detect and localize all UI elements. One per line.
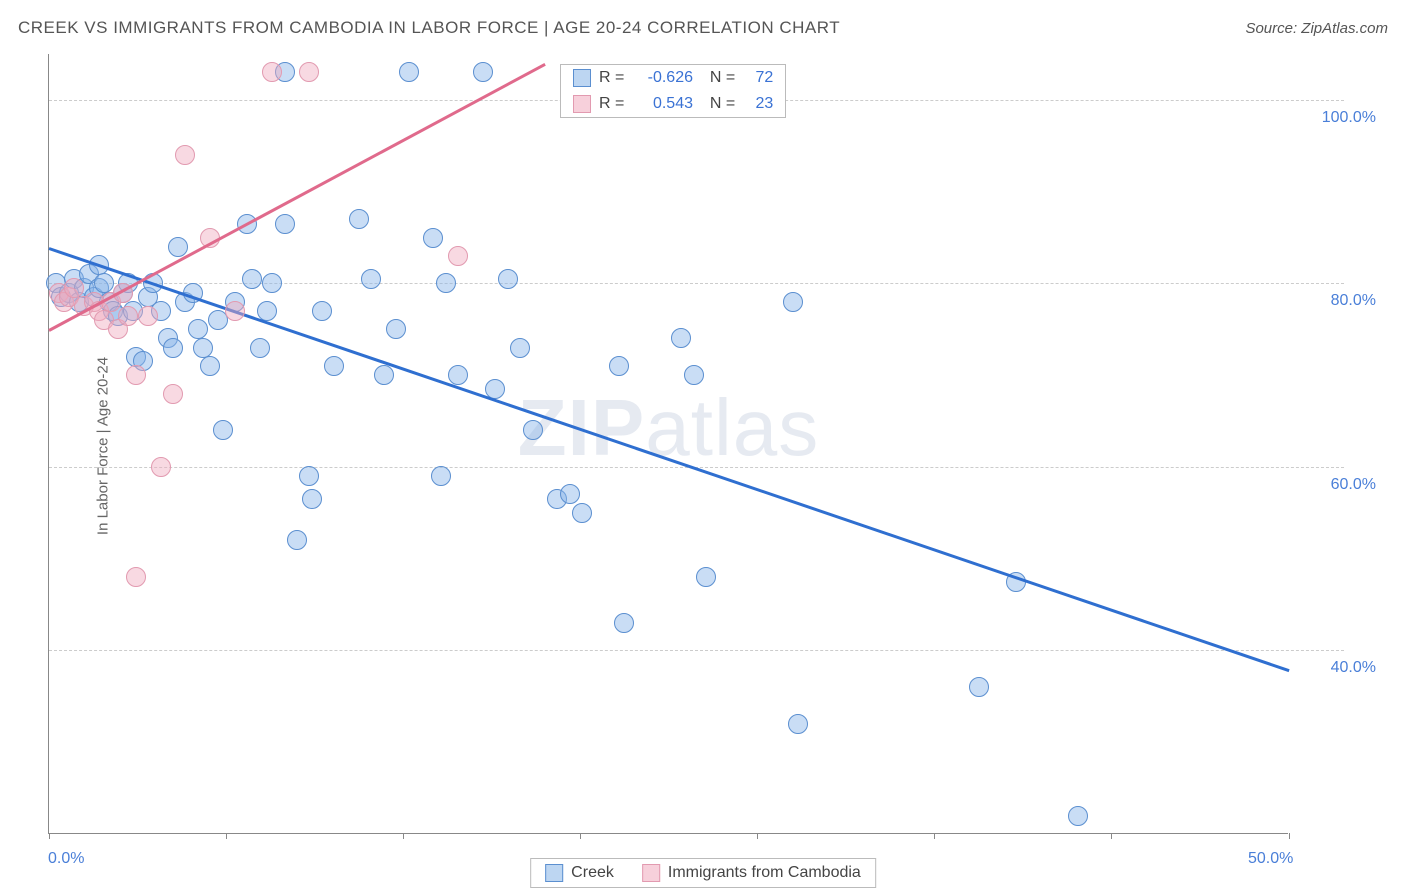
legend-item-cambodia: Immigrants from Cambodia	[642, 864, 861, 882]
data-point	[510, 338, 530, 358]
data-point	[188, 319, 208, 339]
data-point	[275, 214, 295, 234]
data-point	[431, 466, 451, 486]
stats-swatch	[573, 95, 591, 113]
stats-r-label: R =	[599, 69, 627, 87]
data-point	[64, 278, 84, 298]
data-point	[118, 306, 138, 326]
data-point	[684, 365, 704, 385]
data-point	[349, 209, 369, 229]
data-point	[287, 530, 307, 550]
x-tick	[580, 833, 581, 839]
data-point	[312, 301, 332, 321]
stats-r-value: 0.543	[635, 95, 693, 113]
data-point	[163, 338, 183, 358]
data-point	[262, 273, 282, 293]
stats-box: R = -0.626 N = 72 R = 0.543 N = 23	[560, 64, 786, 118]
x-tick	[49, 833, 50, 839]
data-point	[175, 145, 195, 165]
x-tick	[934, 833, 935, 839]
data-point	[126, 365, 146, 385]
data-point	[386, 319, 406, 339]
data-point	[399, 62, 419, 82]
y-tick-label: 100.0%	[1322, 109, 1376, 127]
gridline	[49, 650, 1344, 651]
data-point	[498, 269, 518, 289]
x-tick	[757, 833, 758, 839]
stats-r-label: R =	[599, 95, 627, 113]
data-point	[448, 365, 468, 385]
x-tick	[403, 833, 404, 839]
data-point	[163, 384, 183, 404]
stats-swatch	[573, 69, 591, 87]
data-point	[788, 714, 808, 734]
data-point	[299, 62, 319, 82]
legend-label: Immigrants from Cambodia	[668, 864, 861, 882]
legend-swatch-blue	[545, 864, 563, 882]
scatter-chart: ZIPatlas	[48, 54, 1288, 834]
data-point	[423, 228, 443, 248]
data-point	[299, 466, 319, 486]
data-point	[225, 301, 245, 321]
data-point	[436, 273, 456, 293]
data-point	[374, 365, 394, 385]
legend: Creek Immigrants from Cambodia	[530, 858, 876, 888]
data-point	[213, 420, 233, 440]
data-point	[361, 269, 381, 289]
data-point	[324, 356, 344, 376]
data-point	[151, 457, 171, 477]
data-point	[671, 328, 691, 348]
data-point	[126, 567, 146, 587]
chart-header: CREEK VS IMMIGRANTS FROM CAMBODIA IN LAB…	[18, 18, 1388, 38]
stats-n-value: 23	[743, 95, 773, 113]
x-tick-label: 0.0%	[48, 850, 84, 868]
data-point	[250, 338, 270, 358]
data-point	[448, 246, 468, 266]
data-point	[560, 484, 580, 504]
data-point	[1068, 806, 1088, 826]
x-tick	[226, 833, 227, 839]
data-point	[168, 237, 188, 257]
stats-row: R = 0.543 N = 23	[561, 91, 785, 117]
data-point	[783, 292, 803, 312]
x-tick	[1111, 833, 1112, 839]
data-point	[302, 489, 322, 509]
legend-swatch-pink	[642, 864, 660, 882]
legend-label: Creek	[571, 864, 614, 882]
data-point	[200, 356, 220, 376]
data-point	[473, 62, 493, 82]
x-tick-label: 50.0%	[1248, 850, 1293, 868]
data-point	[572, 503, 592, 523]
data-point	[614, 613, 634, 633]
stats-n-value: 72	[743, 69, 773, 87]
stats-n-label: N =	[701, 69, 735, 87]
data-point	[696, 567, 716, 587]
stats-row: R = -0.626 N = 72	[561, 65, 785, 91]
y-tick-label: 60.0%	[1331, 476, 1376, 494]
y-tick-label: 80.0%	[1331, 292, 1376, 310]
chart-title: CREEK VS IMMIGRANTS FROM CAMBODIA IN LAB…	[18, 18, 840, 38]
data-point	[262, 62, 282, 82]
stats-n-label: N =	[701, 95, 735, 113]
stats-r-value: -0.626	[635, 69, 693, 87]
data-point	[969, 677, 989, 697]
data-point	[193, 338, 213, 358]
data-point	[94, 273, 114, 293]
y-tick-label: 40.0%	[1331, 659, 1376, 677]
chart-source: Source: ZipAtlas.com	[1245, 20, 1388, 37]
data-point	[138, 306, 158, 326]
legend-item-creek: Creek	[545, 864, 614, 882]
trend-line	[48, 63, 545, 332]
data-point	[523, 420, 543, 440]
data-point	[242, 269, 262, 289]
x-tick	[1289, 833, 1290, 839]
data-point	[609, 356, 629, 376]
